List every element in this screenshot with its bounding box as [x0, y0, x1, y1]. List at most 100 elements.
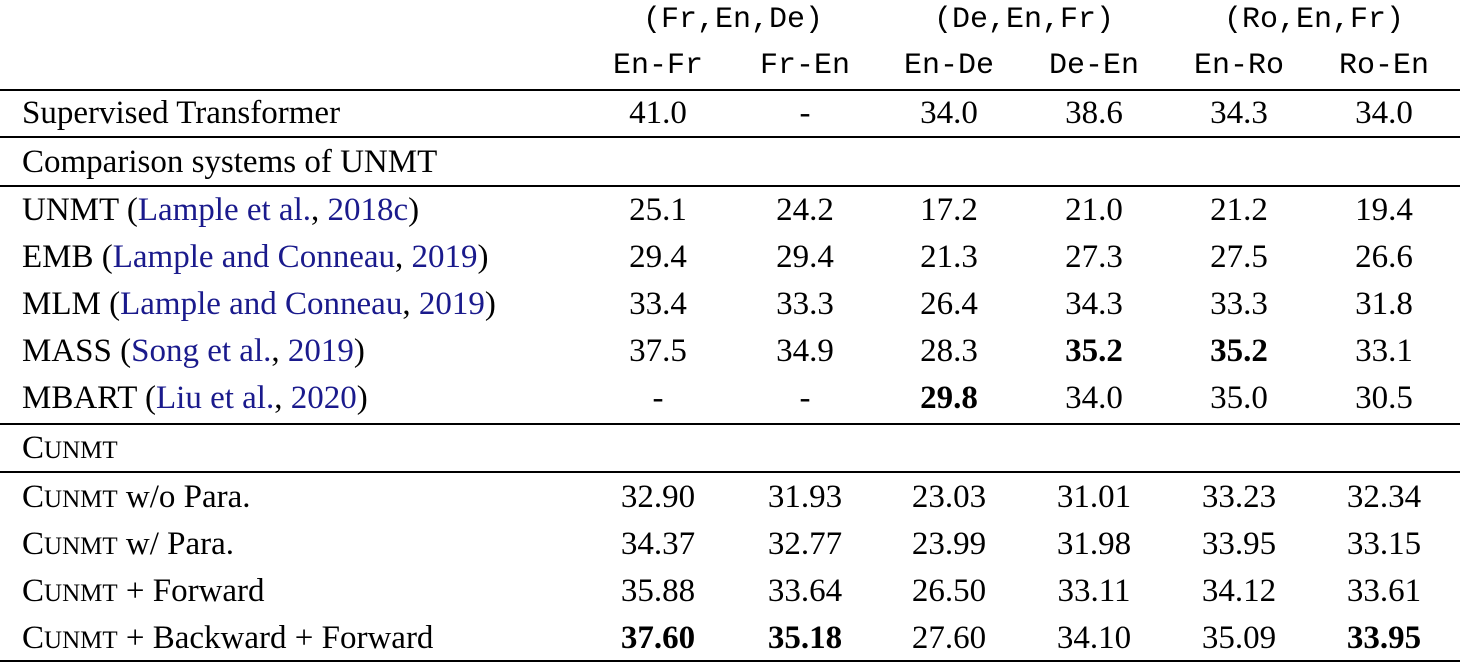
table-cell: 27.3	[1065, 239, 1123, 275]
small-caps-rest: UNMT	[44, 533, 118, 560]
table-cell: 38.6	[1065, 95, 1123, 131]
group-header-ro-en-fr: (Ro,En,Fr)	[1223, 3, 1405, 37]
citation-author: Song et al.	[131, 333, 272, 369]
rule-comparison	[0, 185, 1460, 187]
system-name: MASS (	[22, 333, 132, 369]
table-cell: 35.09	[1201, 620, 1277, 656]
table-cell: 27.60	[911, 620, 987, 656]
citation-year: 2019	[411, 239, 478, 275]
table-row: MLM (Lample and Conneau, 2019) 33.4 33.3 26…	[0, 281, 1460, 327]
table-cell: 35.18	[767, 620, 843, 656]
table-cell: 33.95	[1201, 526, 1277, 562]
table-row: MASS (Song et al., 2019) 37.5 34.9 28.3 35.2…	[0, 328, 1460, 374]
row-label-supervised: Supervised Transformer	[22, 95, 341, 131]
citation-separator: ,	[310, 192, 328, 228]
table-cell: 29.4	[629, 239, 687, 275]
table-cell: 32.90	[620, 479, 696, 515]
small-caps-initial: C	[22, 573, 45, 609]
table-cell: 34.3	[1065, 286, 1123, 322]
rule-supervised	[0, 136, 1460, 138]
table-cell: 33.61	[1346, 573, 1422, 609]
table-cell: 26.4	[920, 286, 978, 322]
table-cell: 30.5	[1355, 380, 1413, 416]
section-label-comparison: Comparison systems of UNMT	[22, 144, 438, 180]
citation-author: Lample and Conneau	[120, 286, 403, 322]
table-cell: 34.9	[776, 333, 834, 369]
system-name: EMB (	[22, 239, 113, 275]
table-cell: 31.01	[1056, 479, 1132, 515]
table-cell: 29.8	[920, 380, 978, 416]
table-row: EMB (Lample and Conneau, 2019) 29.4 29.4 21…	[0, 234, 1460, 280]
rule-header	[0, 89, 1460, 91]
variant-suffix: w/ Para.	[117, 526, 235, 562]
citation-close: )	[484, 286, 496, 322]
small-caps-initial: C	[22, 620, 45, 656]
column-header-en-de: En-De	[903, 49, 994, 83]
table-cell: 21.2	[1210, 192, 1268, 228]
table-cell: 28.3	[920, 333, 978, 369]
table-cell: 23.03	[911, 479, 987, 515]
table-cell: 25.1	[629, 192, 687, 228]
section-header-cunmt: CUNMT	[0, 425, 1460, 471]
group-header-fr-en-de: (Fr,En,De)	[642, 3, 824, 37]
small-caps-initial: C	[22, 430, 45, 466]
table-cell: 35.0	[1210, 380, 1268, 416]
rule-cunmt-section	[0, 423, 1460, 425]
table-cell: 35.88	[620, 573, 696, 609]
variant-suffix: + Backward + Forward	[117, 620, 434, 656]
table-row: CUNMT + Backward + Forward 37.60 35.18 27.6…	[0, 615, 1460, 661]
system-name: UNMT (	[22, 192, 138, 228]
table-cell: 31.93	[767, 479, 843, 515]
table-cell: 33.15	[1346, 526, 1422, 562]
table-cell: 34.0	[1355, 95, 1413, 131]
row-label: CUNMT w/o Para.	[22, 474, 251, 520]
table-cell: 32.34	[1346, 479, 1422, 515]
table-cell: 32.77	[767, 526, 843, 562]
rule-cunmt-header	[0, 471, 1460, 473]
citation-year: 2020	[290, 380, 357, 416]
citation-separator: ,	[402, 286, 419, 322]
citation-close: )	[477, 239, 489, 275]
variant-suffix: w/o Para.	[117, 479, 251, 515]
table-row: CUNMT w/o Para. 32.90 31.93 23.03 31.01 33.23…	[0, 474, 1460, 520]
small-caps-initial: C	[22, 479, 45, 515]
table-row-supervised: Supervised Transformer 41.0 - 34.0 38.6 …	[0, 90, 1460, 136]
table-cell: 33.95	[1346, 620, 1422, 656]
citation-year: 2019	[287, 333, 354, 369]
group-header-de-en-fr: (De,En,Fr)	[933, 3, 1115, 37]
column-header-ro-en: Ro-En	[1338, 49, 1429, 83]
citation-separator: ,	[271, 333, 288, 369]
table-cell: 37.5	[629, 333, 687, 369]
table-cell: 31.98	[1056, 526, 1132, 562]
variant-suffix: + Forward	[117, 573, 265, 609]
table-cell: 41.0	[629, 95, 687, 131]
table-cell: 33.1	[1355, 333, 1413, 369]
table-cell: -	[799, 95, 811, 131]
citation-author: Lample et al.	[137, 192, 311, 228]
table-cell: 26.50	[911, 573, 987, 609]
table-cell: 33.11	[1057, 573, 1131, 609]
column-header-en-ro: En-Ro	[1193, 49, 1284, 83]
system-name: MBART (	[22, 380, 157, 416]
row-label: UNMT (Lample et al., 2018c)	[22, 187, 419, 233]
citation-close: )	[353, 333, 365, 369]
row-label: EMB (Lample and Conneau, 2019)	[22, 234, 489, 280]
citation-close: )	[408, 192, 420, 228]
citation-author: Liu et al.	[156, 380, 275, 416]
small-caps-rest: UNMT	[44, 627, 118, 654]
table-row: UNMT (Lample et al., 2018c) 25.1 24.2 17.2 2…	[0, 187, 1460, 233]
table-cell: 37.60	[620, 620, 696, 656]
table-cell: 33.3	[1210, 286, 1268, 322]
row-label: MLM (Lample and Conneau, 2019)	[22, 281, 496, 327]
table-cell: 26.6	[1355, 239, 1413, 275]
small-caps-rest: UNMT	[44, 486, 118, 513]
table-cell: 34.37	[620, 526, 696, 562]
table-row: MBART (Liu et al., 2020) - - 29.8 34.0 35.0 30…	[0, 375, 1460, 421]
table-cell: 35.2	[1065, 333, 1123, 369]
small-caps-rest: UNMT	[44, 437, 118, 464]
system-name: MLM (	[22, 286, 121, 322]
column-header-en-fr: En-Fr	[612, 49, 703, 83]
table-cell: 21.0	[1065, 192, 1123, 228]
small-caps-initial: C	[22, 526, 45, 562]
table-cell: 33.23	[1201, 479, 1277, 515]
